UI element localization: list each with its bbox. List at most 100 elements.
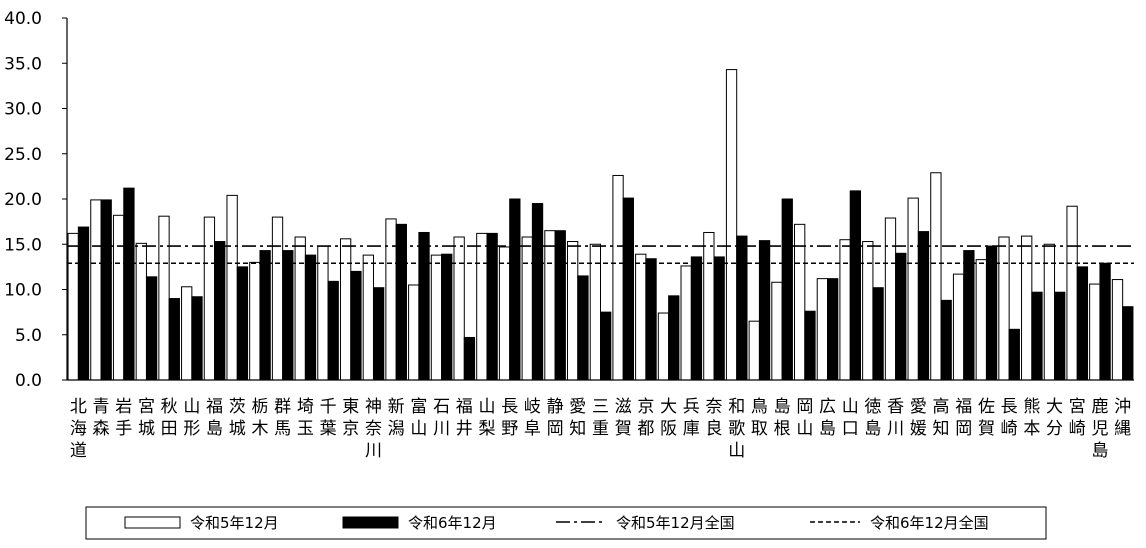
reference-lines xyxy=(67,245,1134,265)
x-tick-label: 栃木 xyxy=(251,397,268,439)
bar-r6 xyxy=(1008,328,1020,381)
x-tick-label: 北海道 xyxy=(70,397,87,461)
x-tick-label: 山梨 xyxy=(478,397,495,439)
x-tick-label: 鳥取 xyxy=(751,397,768,439)
bar-r5 xyxy=(385,218,397,381)
x-tick-label: 岐阜 xyxy=(524,397,541,439)
y-tick-label: 30.0 xyxy=(4,100,42,120)
bar-r6 xyxy=(531,203,544,381)
x-tick-label: 山口 xyxy=(842,397,859,439)
bar-r6 xyxy=(1076,266,1089,381)
bar-r6 xyxy=(327,280,339,381)
bar-r5 xyxy=(112,214,125,381)
bar-r6 xyxy=(917,231,930,381)
bar-r5 xyxy=(476,232,488,381)
bar-r5 xyxy=(862,241,874,381)
x-tick-label: 福井 xyxy=(456,397,473,439)
x-tick-label: 大分 xyxy=(1046,397,1063,439)
x-tick-label: 佐賀 xyxy=(978,397,995,439)
bar-r6 xyxy=(77,226,90,381)
bar-r6 xyxy=(872,287,884,381)
bar-r5 xyxy=(975,259,987,381)
bar-r5 xyxy=(521,236,533,381)
bar-r5 xyxy=(1043,243,1056,381)
bar-r6 xyxy=(123,187,135,381)
bar-r6 xyxy=(1031,291,1043,381)
bar-r6 xyxy=(395,223,407,381)
x-tick-label: 広島 xyxy=(819,397,836,439)
bar-r6 xyxy=(645,258,657,381)
bar-r6 xyxy=(418,231,430,381)
x-tick-label: 長崎 xyxy=(1001,397,1018,439)
y-tick-label: 35.0 xyxy=(4,54,42,74)
bar-r6 xyxy=(486,232,498,381)
bar-r5 xyxy=(1111,279,1124,381)
x-tick-label: 石川 xyxy=(433,397,450,439)
bar-r6 xyxy=(350,270,362,381)
y-tick-label: 0.0 xyxy=(15,371,42,391)
bar-r5 xyxy=(771,281,783,381)
x-tick-label: 和歌山 xyxy=(728,397,745,461)
x-tick-label: 沖縄 xyxy=(1114,397,1131,439)
bar-r6 xyxy=(304,254,317,381)
bar-r5 xyxy=(271,216,284,381)
bar-r5 xyxy=(930,172,942,381)
bar-r6 xyxy=(963,250,975,381)
x-tick-label: 島根 xyxy=(774,397,791,439)
x-tick-label: 鹿児島 xyxy=(1091,397,1108,461)
x-tick-label: 神奈川 xyxy=(365,397,382,461)
bar-r6 xyxy=(668,295,680,381)
x-tick-label: 滋賀 xyxy=(615,397,632,439)
bar-r6 xyxy=(895,252,907,381)
legend-frame xyxy=(85,506,1047,540)
bar-r6 xyxy=(940,299,952,381)
bar-r5 xyxy=(1021,235,1033,381)
x-tick-label: 岩手 xyxy=(115,397,132,439)
bar-r6 xyxy=(168,298,180,381)
y-tick-label: 10.0 xyxy=(4,281,42,301)
bar-r5 xyxy=(339,238,352,381)
x-tick-label: 青森 xyxy=(93,397,110,439)
bar-r5 xyxy=(498,246,511,381)
bar-r6 xyxy=(713,256,725,381)
bar-r6 xyxy=(463,336,476,381)
x-tick-label: 岡山 xyxy=(796,397,813,439)
x-tick-label: 熊本 xyxy=(1023,397,1040,439)
bar-r6 xyxy=(214,241,226,381)
legend: 令和5年12月 令和6年12月 令和5年12月全国 令和6年12月全国 xyxy=(85,506,1047,540)
legend-item-r6-label: 令和6年12月 xyxy=(408,514,497,532)
bar-r6 xyxy=(1099,262,1111,381)
bar-r5 xyxy=(998,236,1010,381)
x-tick-label: 静岡 xyxy=(547,397,564,439)
bar-r5 xyxy=(181,286,193,381)
bar-r5 xyxy=(294,236,306,381)
x-tick-label: 長野 xyxy=(501,397,518,439)
bar-r5 xyxy=(839,239,851,381)
bar-r5 xyxy=(90,199,102,381)
y-tick-label: 5.0 xyxy=(15,326,42,346)
bar-r5 xyxy=(680,265,692,381)
y-tick-label: 25.0 xyxy=(4,145,42,165)
x-tick-label: 千葉 xyxy=(320,397,337,439)
bar-r5 xyxy=(567,241,579,381)
bar-r6 xyxy=(282,250,294,381)
bar-r5 xyxy=(158,215,170,381)
bar-r6 xyxy=(849,190,862,381)
legend-item-r5-national-label: 令和5年12月全国 xyxy=(616,514,735,532)
x-tick-label: 宮城 xyxy=(138,397,155,439)
bar-r6 xyxy=(191,296,203,381)
bar-r6 xyxy=(781,198,793,381)
bar-r5 xyxy=(67,232,79,381)
bar-r6 xyxy=(622,197,635,381)
legend-item-r6-swatch xyxy=(342,516,399,529)
bar-r6 xyxy=(441,253,453,381)
bar-r6 xyxy=(690,256,703,381)
x-tick-label: 三重 xyxy=(592,397,609,439)
legend-item-r5-swatch xyxy=(124,516,181,529)
bar-r6 xyxy=(577,275,589,381)
bar-r5 xyxy=(907,197,919,381)
y-tick-label: 20.0 xyxy=(4,190,42,210)
bar-r5 xyxy=(725,69,738,381)
bar-r6 xyxy=(758,240,771,381)
